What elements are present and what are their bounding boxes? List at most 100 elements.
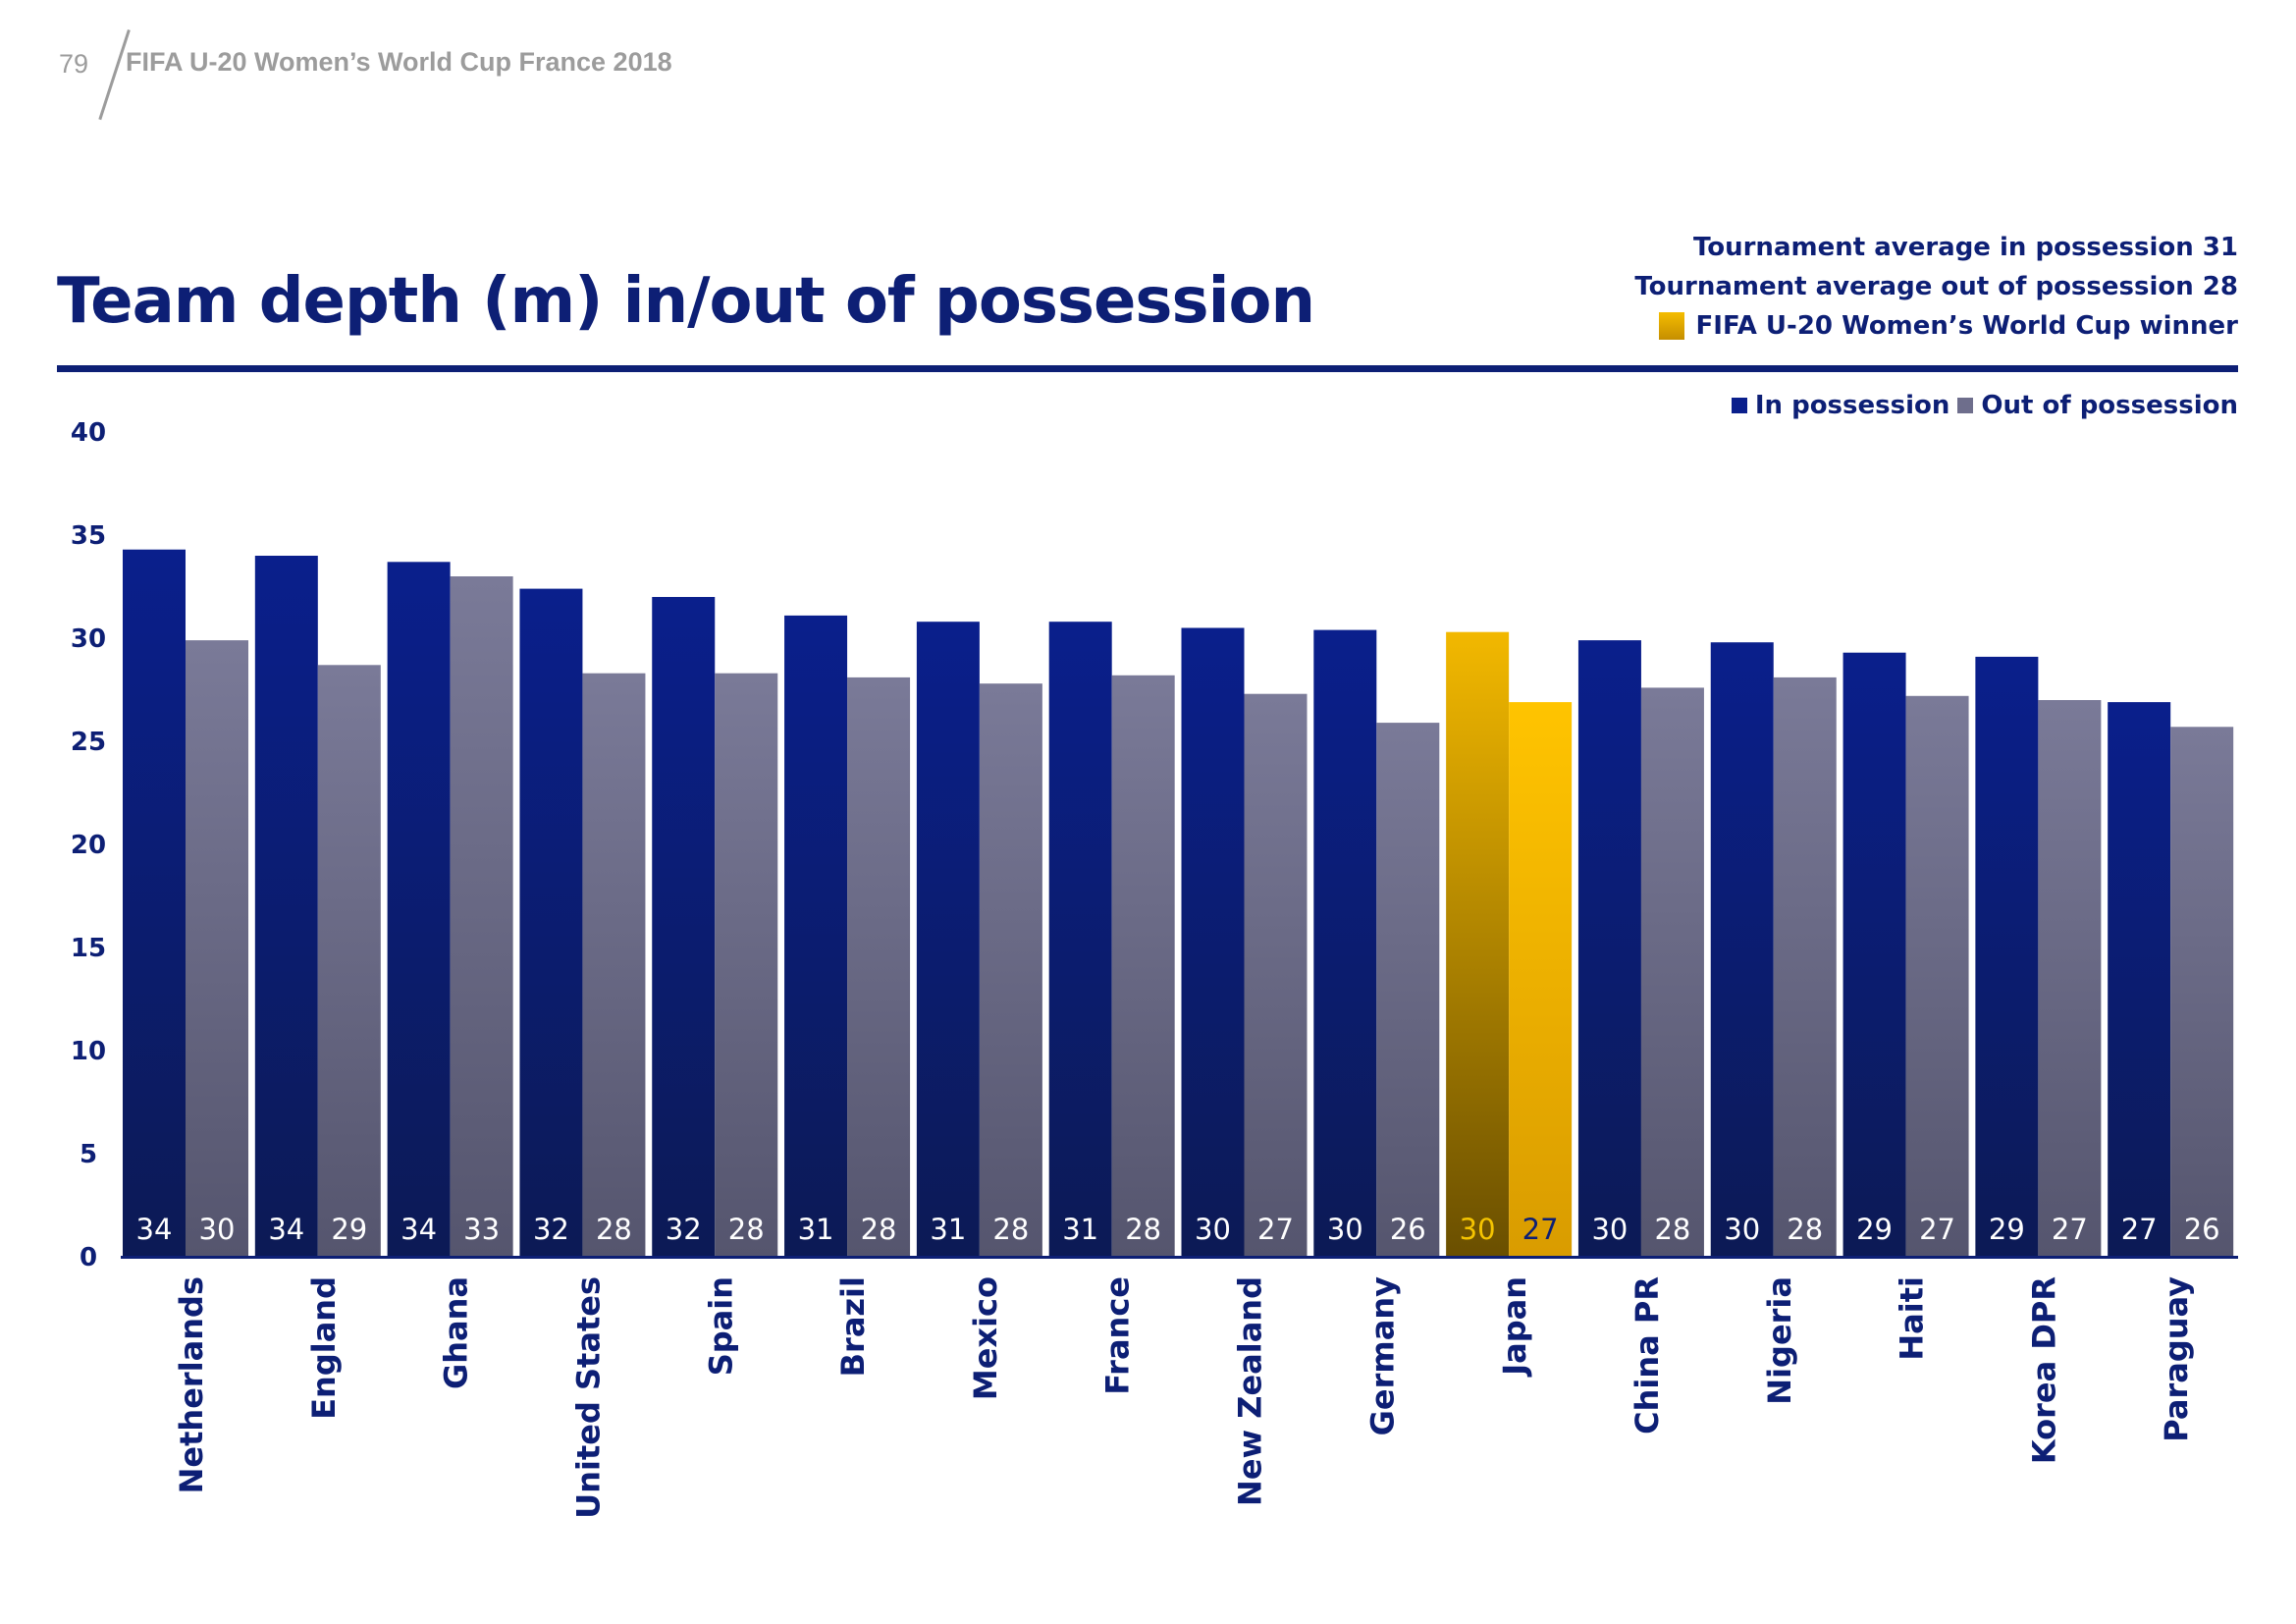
category-label: Brazil (834, 1276, 872, 1377)
data-label-in: 32 (533, 1213, 569, 1246)
bar-in-possession (387, 562, 451, 1257)
bar-out-of-possession (317, 665, 381, 1257)
legend-out-of-possession: Out of possession (1957, 391, 2238, 420)
category-label: Netherlands (173, 1276, 210, 1493)
page-header: 79 FIFA U-20 Women’s World Cup France 20… (55, 29, 840, 121)
title-rule (57, 365, 2238, 372)
category-label: Ghana (438, 1276, 475, 1389)
bar-in-possession (1710, 642, 1774, 1257)
data-label-out: 28 (1125, 1213, 1161, 1246)
data-label-out: 28 (1787, 1213, 1823, 1246)
bars: 34 30 34 29 34 33 32 28 32 28 31 28 31 28 31 28 30 27 30 26… (123, 549, 2234, 1257)
winner-legend: FIFA U-20 Women’s World Cup winner (1634, 306, 2238, 346)
category-label: Paraguay (2158, 1276, 2195, 1442)
data-label-in: 30 (1195, 1213, 1231, 1246)
data-label-in: 31 (930, 1213, 966, 1246)
x-axis: Netherlands England Ghana United States Spai… (121, 1256, 2238, 1519)
data-label-out: 30 (199, 1213, 236, 1246)
bar-in-possession (123, 549, 186, 1257)
data-label-in: 32 (666, 1213, 702, 1246)
bar-in-possession (1446, 631, 1510, 1257)
category-label: Mexico (967, 1276, 1004, 1400)
category-label: China PR (1629, 1276, 1666, 1435)
bar-in-possession (1181, 627, 1245, 1257)
data-label-in: 30 (1327, 1213, 1363, 1246)
category-label: New Zealand (1232, 1276, 1269, 1506)
data-label-out: 28 (861, 1213, 897, 1246)
bar-out-of-possession (979, 683, 1042, 1257)
y-tick-label: 35 (71, 521, 106, 551)
chart-legend: In possession Out of possession (1731, 391, 2238, 420)
y-tick-label: 0 (80, 1243, 97, 1272)
category-label: Korea DPR (2025, 1276, 2062, 1464)
chart-title: Team depth (m) in/out of possession (57, 265, 1315, 338)
bar-out-of-possession (1376, 723, 1440, 1257)
tournament-averages: Tournament average in possession 31 Tour… (1634, 228, 2238, 346)
data-label-in: 27 (2121, 1213, 2158, 1246)
data-label-out: 27 (2052, 1213, 2088, 1246)
data-label-out: 27 (1522, 1213, 1559, 1246)
data-label-in: 30 (1724, 1213, 1760, 1246)
publication-title: FIFA U-20 Women’s World Cup France 2018 (126, 47, 672, 77)
bar-out-of-possession (1773, 677, 1837, 1257)
bar-out-of-possession (582, 673, 646, 1257)
y-tick-label: 30 (71, 624, 106, 654)
bar-in-possession (1048, 622, 1112, 1257)
data-label-in: 30 (1591, 1213, 1628, 1246)
legend-in-label: In possession (1754, 391, 1950, 420)
bar-in-possession (652, 597, 716, 1257)
data-label-out: 28 (1654, 1213, 1690, 1246)
bar-in-possession (1842, 652, 1906, 1257)
y-tick-label: 10 (71, 1037, 106, 1066)
bar-out-of-possession (2170, 727, 2234, 1257)
winner-label: FIFA U-20 Women’s World Cup winner (1695, 311, 2238, 341)
bar-out-of-possession (186, 640, 248, 1257)
bar-out-of-possession (715, 673, 778, 1257)
data-label-in: 34 (400, 1213, 437, 1246)
winner-swatch (1658, 312, 1684, 340)
data-label-out: 28 (992, 1213, 1029, 1246)
data-label-in: 29 (1989, 1213, 2025, 1246)
category-label: Haiti (1894, 1276, 1931, 1361)
y-tick-label: 20 (71, 831, 106, 860)
average-out-of-possession: Tournament average out of possession 28 (1634, 272, 2238, 301)
legend-swatch-in (1731, 398, 1747, 413)
bar-out-of-possession (1244, 693, 1308, 1257)
bar-in-possession (1577, 640, 1641, 1257)
bar-in-possession (1313, 629, 1377, 1257)
category-label: United States (569, 1276, 607, 1519)
bar-out-of-possession (450, 576, 513, 1257)
x-axis-line (121, 1256, 2238, 1259)
data-label-in: 31 (798, 1213, 834, 1246)
category-label: Nigeria (1761, 1276, 1798, 1405)
data-label-in: 34 (136, 1213, 173, 1246)
category-label: Spain (702, 1276, 739, 1376)
category-label: England (305, 1276, 343, 1420)
data-label-in: 31 (1062, 1213, 1098, 1246)
data-label-in: 30 (1460, 1213, 1496, 1246)
category-label: France (1099, 1276, 1137, 1395)
data-label-out: 33 (463, 1213, 500, 1246)
bar-in-possession (916, 622, 980, 1257)
y-tick-label: 5 (80, 1140, 97, 1169)
legend-out-label: Out of possession (1981, 391, 2238, 420)
data-label-out: 27 (1257, 1213, 1294, 1246)
legend-swatch-out (1957, 398, 1974, 413)
bar-in-possession (2108, 702, 2171, 1257)
bar-out-of-possession (1640, 687, 1704, 1257)
bar-in-possession (1975, 656, 2039, 1257)
data-label-out: 28 (596, 1213, 632, 1246)
data-label-out: 27 (1919, 1213, 1955, 1246)
data-label-out: 26 (2184, 1213, 2220, 1246)
page-number: 79 (59, 49, 89, 79)
y-tick-label: 25 (71, 728, 106, 757)
y-tick-label: 40 (71, 418, 106, 448)
bar-in-possession (519, 588, 583, 1257)
y-tick-label: 15 (71, 934, 106, 963)
category-label: Germany (1363, 1276, 1401, 1435)
bar-out-of-possession (2038, 700, 2102, 1257)
bar-out-of-possession (847, 677, 911, 1257)
average-in-possession: Tournament average in possession 31 (1692, 233, 2238, 262)
data-label-in: 29 (1856, 1213, 1893, 1246)
